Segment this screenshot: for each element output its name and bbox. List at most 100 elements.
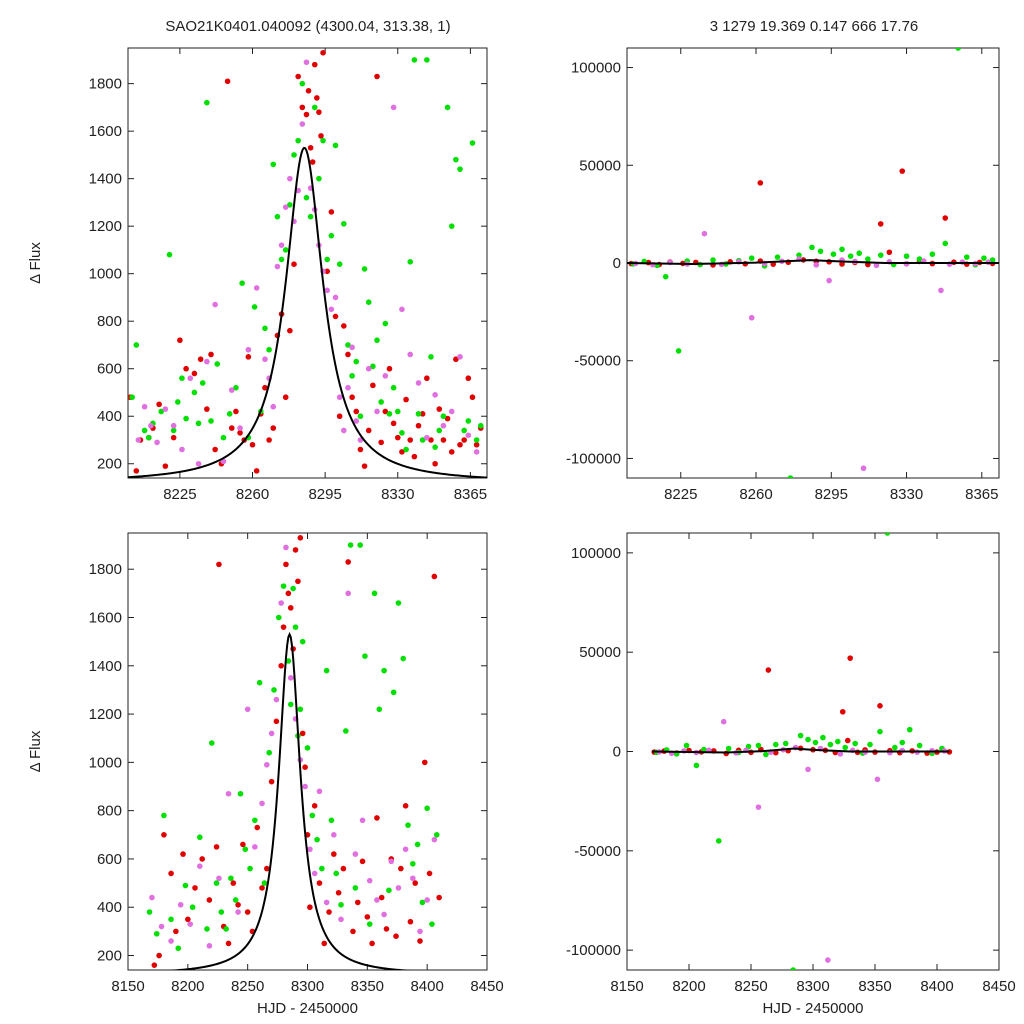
x-tick: 8250	[734, 533, 768, 995]
data-point	[407, 437, 414, 443]
data-point	[386, 887, 392, 894]
data-point	[473, 449, 480, 455]
data-point	[309, 159, 316, 165]
data-point	[135, 437, 142, 443]
data-point	[305, 87, 312, 94]
data-point	[311, 803, 318, 809]
y-tick-label: -100000	[566, 450, 621, 467]
data-point	[275, 614, 282, 621]
data-series	[628, 168, 996, 268]
data-series	[651, 655, 953, 757]
data-point	[381, 667, 387, 674]
data-point	[233, 408, 239, 415]
data-point	[212, 446, 218, 453]
data-point	[185, 916, 191, 923]
y-tick: 1000	[89, 266, 487, 283]
data-point	[390, 384, 397, 391]
x-axis-label: HJD - 2450000	[763, 1000, 864, 1017]
data-point	[407, 259, 414, 265]
plot-area	[146, 535, 442, 970]
model-curve	[651, 747, 950, 754]
data-point	[410, 860, 416, 867]
data-point	[757, 180, 764, 186]
y-tick-label: 1200	[89, 218, 122, 235]
data-point	[352, 885, 359, 891]
data-series	[151, 535, 442, 968]
data-point	[424, 805, 430, 812]
data-point	[199, 856, 205, 862]
data-point	[189, 904, 196, 911]
data-point	[314, 95, 320, 101]
data-point	[381, 911, 387, 918]
data-point	[424, 57, 430, 63]
data-point	[877, 252, 884, 258]
x-tick: 8300	[291, 533, 324, 995]
data-point	[374, 897, 380, 903]
x-tick: 8300	[796, 533, 830, 995]
data-point	[402, 846, 409, 853]
data-point	[399, 306, 405, 313]
data-point	[226, 411, 233, 417]
data-point	[341, 323, 347, 329]
x-tick-label: 8260	[236, 486, 269, 503]
data-point	[297, 535, 304, 541]
data-point	[161, 831, 167, 838]
data-point	[701, 230, 708, 237]
data-point	[283, 561, 289, 568]
data-point	[333, 870, 340, 877]
x-tick: 8200	[171, 533, 205, 995]
y-tick: -50000	[574, 353, 999, 370]
data-point	[701, 746, 707, 753]
data-point	[237, 425, 243, 431]
data-series	[128, 49, 484, 474]
data-series	[632, 230, 992, 472]
data-point	[342, 728, 349, 734]
data-point	[290, 585, 296, 592]
data-point	[261, 880, 268, 886]
data-point	[154, 439, 160, 446]
data-point	[273, 718, 280, 725]
data-point	[350, 928, 356, 935]
data-point	[412, 880, 419, 886]
data-point	[419, 437, 426, 443]
data-point	[473, 441, 480, 448]
data-point	[349, 344, 355, 351]
data-point	[424, 434, 430, 441]
data-point	[748, 314, 755, 321]
data-point	[386, 365, 393, 372]
data-point	[715, 838, 722, 844]
data-point	[295, 73, 301, 80]
data-point	[394, 408, 401, 415]
data-point	[856, 250, 863, 257]
data-point	[254, 824, 261, 831]
data-series	[149, 544, 438, 949]
data-point	[353, 418, 360, 424]
data-point	[148, 422, 154, 429]
data-point	[419, 899, 426, 906]
data-point	[285, 658, 292, 664]
data-point	[382, 320, 389, 327]
y-tick: 1800	[89, 561, 487, 578]
data-point	[195, 420, 202, 427]
data-point	[341, 221, 347, 227]
data-point	[319, 865, 325, 872]
data-point	[214, 361, 221, 367]
data-point	[218, 909, 225, 915]
data-point	[151, 962, 158, 968]
data-point	[847, 655, 853, 661]
data-point	[195, 460, 202, 467]
y-tick-label: -100000	[566, 942, 621, 959]
data-point	[763, 751, 769, 758]
x-axis-label: HJD - 2450000	[257, 1000, 358, 1017]
y-tick-label: 800	[97, 803, 122, 820]
y-tick: 1000	[89, 754, 487, 771]
data-point	[225, 940, 232, 947]
data-point	[204, 926, 210, 932]
chart-panel-top-right: 8225 8260 8295 8330 8365 -100000 -50000 0 50000 1…	[566, 47, 1000, 503]
data-point	[444, 104, 451, 111]
data-point	[790, 967, 796, 970]
data-point	[320, 137, 326, 144]
data-point	[278, 600, 284, 606]
data-point	[259, 885, 265, 891]
